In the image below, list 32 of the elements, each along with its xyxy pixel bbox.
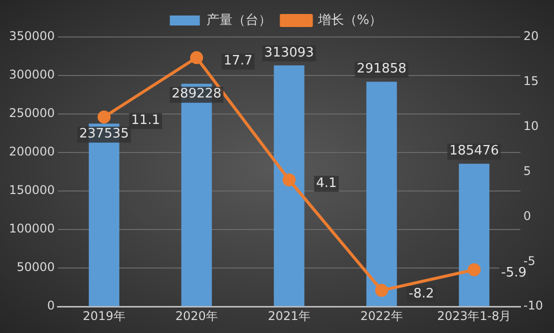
data-label: 185476 [449,144,499,159]
y2-tick-label: 0 [523,208,532,223]
y-tick-label: 50000 [16,260,55,274]
data-label: -5.9 [501,266,527,281]
legend-label: 产量（台） [206,12,272,28]
x-tick-label: 2022年 [360,308,403,323]
y-tick-label: 300000 [8,68,55,82]
y-tick-label: 100000 [8,222,55,236]
legend-label: 增长（%） [316,12,382,28]
data-label: 237535 [79,126,129,142]
x-tick-label: 2019年 [82,308,126,323]
y2-tick-label: -5 [523,254,536,268]
y-tick-label: 350000 [8,29,55,44]
x-tick-label: 2020年 [175,308,218,323]
y-tick-label: 250000 [8,106,55,120]
y-tick-label: 200000 [8,144,55,159]
data-label: 17.7 [224,54,253,69]
y-tick-label: 150000 [8,183,55,198]
y2-tick-label: 5 [523,164,532,178]
x-tick-label: 2021年 [268,308,310,323]
y-tick-label: 0 [47,298,55,313]
y2-tick-label: 10 [523,118,539,133]
data-label: -8.2 [408,286,434,302]
data-label: 11.1 [131,112,160,128]
data-label: 289228 [172,86,222,102]
data-label: 291858 [356,62,406,77]
y2-tick-label: 15 [523,74,539,88]
y2-tick-label: -10 [523,298,544,313]
data-label: 313093 [264,45,314,60]
x-tick-label: 2023年1-8月 [437,308,512,323]
y2-tick-label: 20 [523,29,539,44]
data-label: 4.1 [316,176,337,191]
